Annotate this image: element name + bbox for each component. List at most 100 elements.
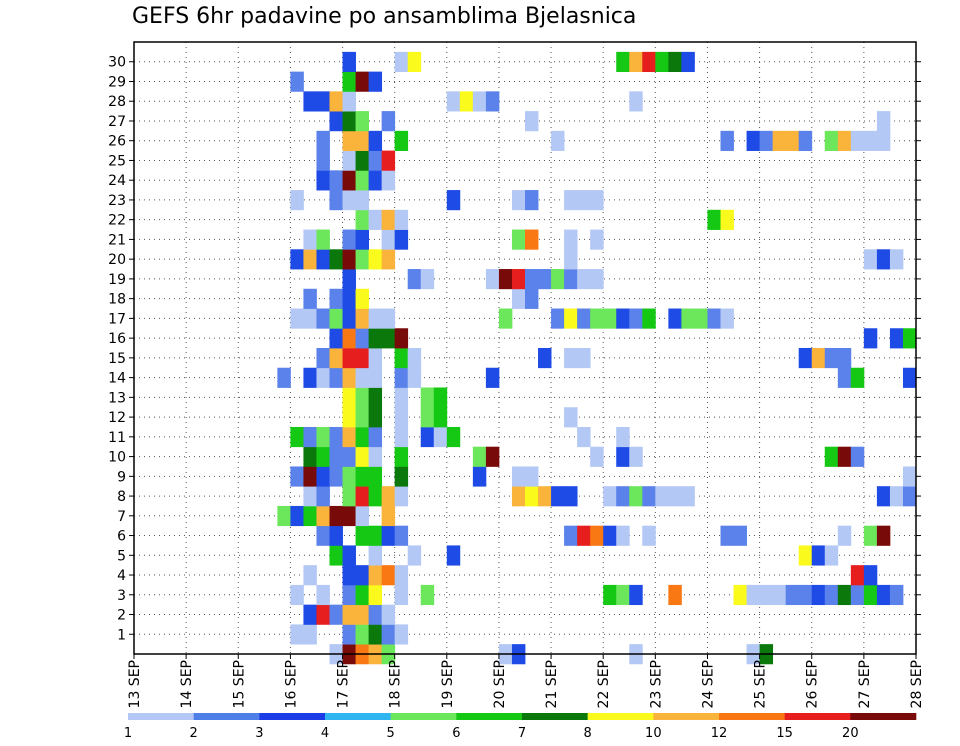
colorbar-label: 2 [190, 726, 198, 741]
heatmap-cell [355, 624, 369, 645]
heatmap-cell [342, 624, 356, 645]
heatmap-cell [329, 466, 343, 487]
heatmap-cell [433, 426, 448, 448]
heatmap-cell [837, 367, 852, 388]
y-tick-label: 24 [108, 173, 126, 189]
heatmap-cell [525, 486, 539, 507]
heatmap-cell [342, 288, 356, 309]
heatmap-cell [876, 486, 891, 507]
x-tick-label: 25 SEP [753, 660, 769, 708]
heatmap-cell [551, 308, 565, 329]
heatmap-cell [511, 190, 526, 211]
heatmap-cell [303, 505, 317, 527]
y-tick-label: 14 [108, 371, 126, 387]
heatmap-cell [355, 466, 369, 487]
heatmap-cell [342, 170, 356, 191]
heatmap-cell [446, 426, 461, 448]
heatmap-cell [329, 170, 343, 191]
x-tick-label: 14 SEP [179, 660, 195, 708]
heatmap-cell [342, 565, 356, 586]
heatmap-cell [590, 446, 604, 467]
heatmap-cell [603, 486, 617, 507]
heatmap-cell [303, 624, 317, 645]
heatmap-cell [316, 466, 330, 487]
heatmap-cell [381, 525, 396, 546]
colorbar-label: 12 [711, 726, 728, 741]
heatmap-cell [577, 426, 591, 448]
heatmap-cell [577, 525, 591, 546]
heatmap-cell [525, 466, 539, 487]
heatmap-cell [277, 505, 291, 527]
heatmap-cell [381, 209, 396, 230]
colorbar: 1 2 3 4 5 6 7 8 10 12 15 20 [124, 713, 917, 741]
heatmap-cell [681, 308, 695, 329]
heatmap-cell [368, 71, 383, 92]
heatmap-cell [303, 288, 317, 309]
heatmap-cell [342, 407, 356, 428]
x-tick-label: 18 SEP [388, 660, 404, 708]
heatmap-cell [889, 584, 904, 606]
heatmap-cell [707, 308, 721, 329]
y-tick-label: 21 [108, 232, 126, 248]
heatmap-cell [629, 51, 643, 73]
heatmap-cell [863, 565, 878, 586]
y-tick-label: 18 [108, 292, 126, 308]
x-tick-label: 21 SEP [544, 660, 560, 708]
heatmap-cell [824, 446, 839, 467]
heatmap-cell [394, 466, 409, 487]
heatmap-cell [876, 249, 891, 270]
heatmap-cell [694, 308, 708, 329]
heatmap-cell [368, 387, 383, 408]
colorbar-label: 3 [255, 726, 263, 741]
heatmap-cell [616, 426, 630, 448]
heatmap-cell [368, 545, 383, 566]
heatmap-cell [381, 565, 396, 586]
heatmap-cell [863, 525, 878, 546]
heatmap-cell [355, 249, 369, 270]
heatmap-cell [355, 565, 369, 586]
colorbar-label: 1 [124, 726, 132, 741]
heatmap-cell [876, 111, 891, 132]
heatmap-cell [368, 209, 383, 230]
cell-layer [277, 51, 917, 665]
heatmap-cell [342, 51, 356, 73]
heatmap-cell [381, 328, 396, 349]
heatmap-cell [551, 486, 565, 507]
heatmap-cell [564, 229, 578, 250]
y-tick-label: 9 [117, 469, 126, 485]
colorbar-swatch [719, 713, 785, 720]
heatmap-cell [355, 190, 369, 211]
heatmap-cell [355, 130, 369, 151]
heatmap-cell [329, 190, 343, 211]
heatmap-cell [642, 486, 656, 507]
heatmap-cell [603, 584, 617, 606]
heatmap-cell [590, 308, 604, 329]
colorbar-label: 6 [452, 726, 460, 741]
heatmap-cell [642, 51, 656, 73]
heatmap-cell [407, 545, 422, 566]
heatmap-cell [407, 51, 422, 73]
heatmap-cell [746, 584, 760, 606]
heatmap-cell [668, 51, 682, 73]
heatmap-cell [316, 249, 330, 270]
y-tick-label: 30 [108, 55, 126, 71]
colorbar-swatch [522, 713, 588, 720]
heatmap-cell [342, 584, 356, 606]
heatmap-cell [629, 584, 643, 606]
heatmap-cell [329, 446, 343, 467]
heatmap-cell [538, 486, 552, 507]
heatmap-cell [342, 308, 356, 329]
y-tick-label: 17 [108, 311, 126, 327]
heatmap-cell [303, 604, 317, 625]
heatmap-cell [381, 170, 396, 191]
heatmap-cell [355, 111, 369, 132]
colorbar-label: 8 [584, 726, 592, 741]
heatmap-cell [316, 525, 330, 546]
y-tick-label: 25 [108, 153, 126, 169]
heatmap-cell [342, 505, 356, 527]
heatmap-cell [863, 249, 878, 270]
colorbar-swatch [325, 713, 391, 720]
heatmap-cell [616, 51, 630, 73]
heatmap-cell [681, 486, 695, 507]
